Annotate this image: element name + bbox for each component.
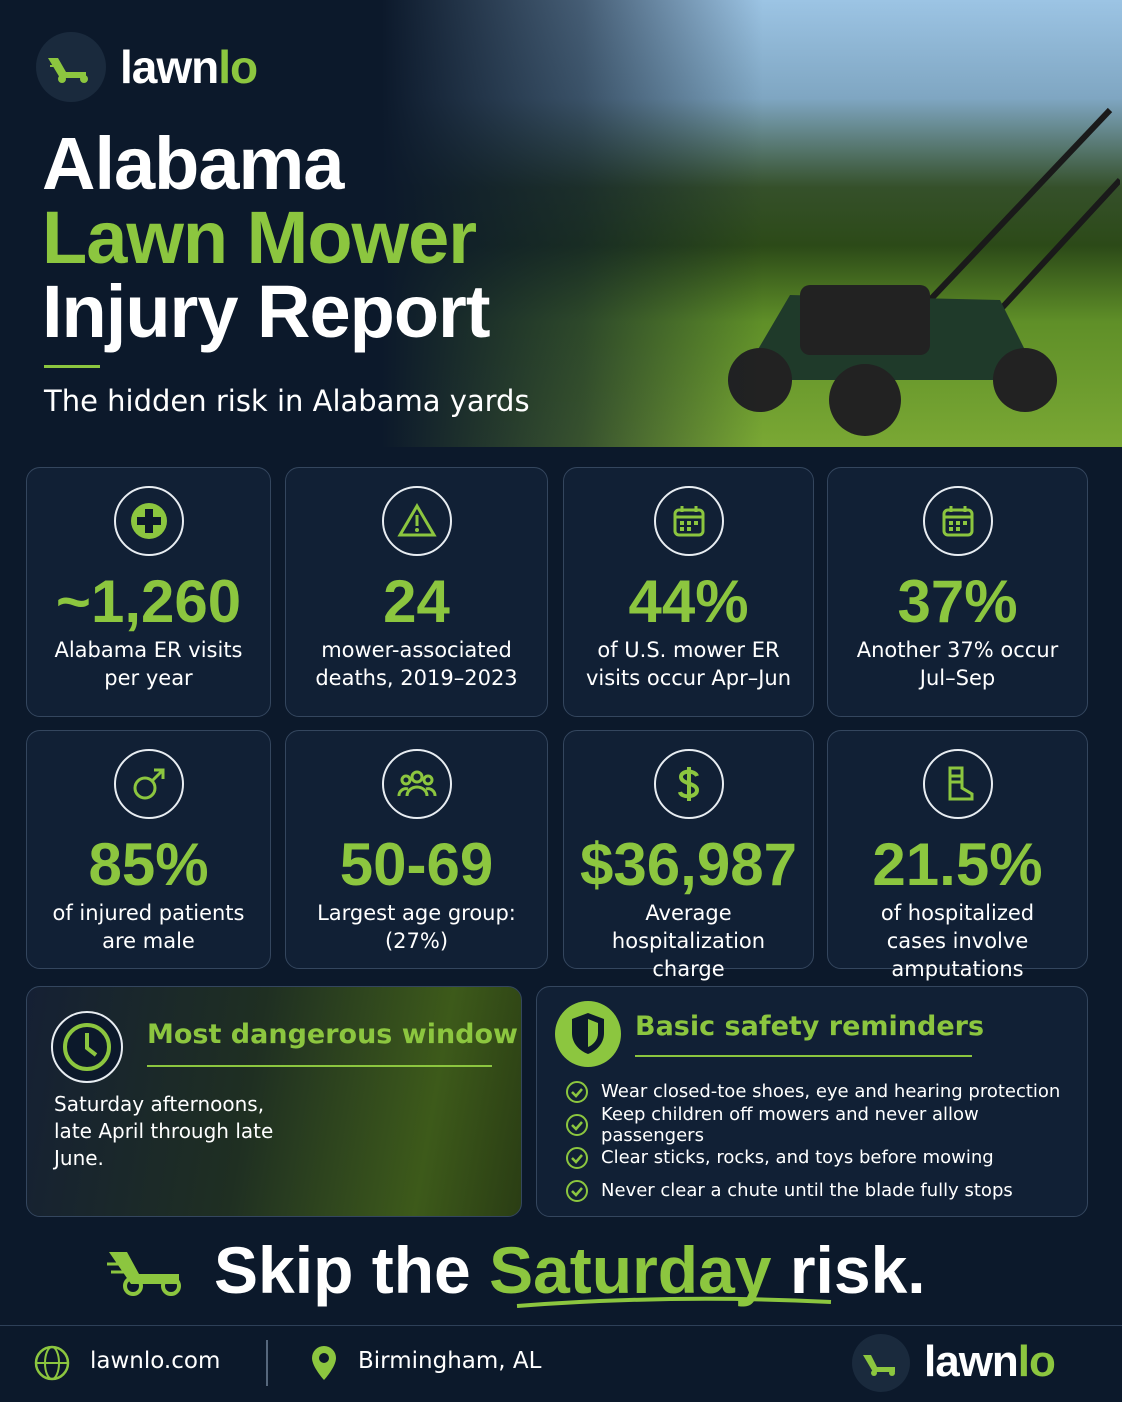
check-icon xyxy=(566,1179,588,1202)
subtitle: The hidden risk in Alabama yards xyxy=(44,384,530,418)
stat-card: 50-69 Largest age group: (27%) xyxy=(285,730,548,969)
safety-item: Keep children off mowers and never allow… xyxy=(565,1104,1087,1146)
footer-brand: lawnlo xyxy=(924,1337,1056,1387)
hero-overlay xyxy=(0,0,1122,447)
stat-value: $36,987 xyxy=(580,831,797,898)
brand-part: lo xyxy=(218,41,258,93)
footer-divider xyxy=(266,1340,268,1386)
check-icon xyxy=(566,1146,588,1169)
stat-card: ~1,260 Alabama ER visits per year xyxy=(26,467,271,717)
safety-text: Never clear a chute until the blade full… xyxy=(601,1180,1013,1201)
stat-label: of injured patients are male xyxy=(52,901,245,953)
stat-label: Average hospitalization charge xyxy=(611,901,766,981)
footer-logo-icon xyxy=(852,1334,910,1392)
stat-icon xyxy=(922,486,993,556)
icon-glyph xyxy=(397,770,436,797)
safety-card: Basic safety reminders Wear closed-toe s… xyxy=(536,986,1088,1217)
stat-icon xyxy=(113,749,184,819)
stat-icon xyxy=(113,486,184,556)
title-line: Injury Report xyxy=(42,270,490,353)
stat-value: ~1,260 xyxy=(55,568,242,635)
stat-value: 44% xyxy=(628,568,749,635)
tagline-part: Skip the xyxy=(214,1233,471,1307)
stat-label: mower-associated deaths, 2019–2023 xyxy=(315,638,518,690)
mower-icon xyxy=(863,1355,895,1376)
stat-icon xyxy=(381,749,452,819)
stat-card: $36,987 Average hospitalization charge xyxy=(563,730,814,981)
tagline-mower-icon xyxy=(107,1252,181,1296)
tagline: Skip the Saturday risk. xyxy=(214,1232,926,1308)
window-card: Most dangerous window Saturday afternoon… xyxy=(26,986,522,1217)
icon-glyph xyxy=(942,506,973,537)
window-text: Saturday afternoons, late April through … xyxy=(54,1092,274,1170)
icon-glyph xyxy=(130,503,167,539)
stat-card: 85% of injured patients are male xyxy=(26,730,271,969)
stat-label: Alabama ER visits per year xyxy=(54,638,243,690)
brand: lawnlo xyxy=(120,40,258,94)
icon-glyph xyxy=(677,767,699,801)
stat-value: 24 xyxy=(383,568,450,635)
brand-part: lawn xyxy=(120,41,219,93)
safety-text: Wear closed-toe shoes, eye and hearing p… xyxy=(601,1081,1061,1102)
stat-label: of U.S. mower ER visits occur Apr–Jun xyxy=(585,638,792,690)
check-icon xyxy=(566,1080,588,1103)
icon-glyph xyxy=(673,506,704,537)
icon-glyph xyxy=(396,503,437,537)
window-rule xyxy=(147,1065,492,1067)
safety-item: Clear sticks, rocks, and toys before mow… xyxy=(565,1141,1087,1174)
stat-label: Another 37% occur Jul–Sep xyxy=(856,638,1059,690)
logo-icon xyxy=(36,32,106,102)
stat-icon xyxy=(653,749,724,819)
tagline-swoosh xyxy=(516,1296,832,1308)
safety-item: Wear closed-toe shoes, eye and hearing p… xyxy=(565,1075,1087,1108)
clock-icon xyxy=(51,1011,123,1083)
window-title: Most dangerous window xyxy=(147,1019,518,1050)
stat-value: 85% xyxy=(88,831,209,898)
safety-list: Wear closed-toe shoes, eye and hearing p… xyxy=(565,1075,1087,1207)
website[interactable]: lawnlo.com xyxy=(90,1348,221,1374)
icon-glyph xyxy=(948,766,973,801)
tagline-highlight: Saturday xyxy=(489,1233,772,1307)
title-line: Alabama xyxy=(42,122,344,205)
stat-card: 44% of U.S. mower ER visits occur Apr–Jun xyxy=(563,467,814,717)
stat-value: 37% xyxy=(897,568,1018,635)
stat-label: of hospitalized cases involve amputation… xyxy=(880,901,1035,981)
location: Birmingham, AL xyxy=(358,1348,542,1374)
stat-card: 37% Another 37% occur Jul–Sep xyxy=(827,467,1088,717)
brand-part: lo xyxy=(1017,1337,1056,1386)
stat-value: 21.5% xyxy=(872,831,1043,898)
stat-icon xyxy=(653,486,724,556)
stat-card: 24 mower-associated deaths, 2019–2023 xyxy=(285,467,548,717)
globe-icon xyxy=(34,1345,70,1381)
check-icon xyxy=(566,1113,588,1136)
mower-icon xyxy=(48,58,88,83)
tagline-part: risk. xyxy=(789,1233,926,1307)
safety-item: Never clear a chute until the blade full… xyxy=(565,1174,1087,1207)
stat-icon xyxy=(381,486,452,556)
stat-label: Largest age group: (27%) xyxy=(317,901,516,953)
safety-text: Keep children off mowers and never allow… xyxy=(600,1103,979,1146)
title-rule xyxy=(44,365,100,368)
brand-part: lawn xyxy=(924,1337,1019,1386)
safety-rule xyxy=(635,1055,972,1057)
shield-icon xyxy=(555,1001,621,1067)
title-line: Lawn Mower xyxy=(42,196,477,279)
stat-card: 21.5% of hospitalized cases involve amput… xyxy=(827,730,1088,981)
stat-icon xyxy=(922,749,993,819)
pin-icon xyxy=(312,1346,336,1380)
stat-value: 50-69 xyxy=(339,831,494,898)
safety-text: Clear sticks, rocks, and toys before mow… xyxy=(601,1147,994,1168)
footer-rule xyxy=(0,1325,1122,1326)
safety-title: Basic safety reminders xyxy=(635,1011,985,1042)
icon-glyph xyxy=(133,768,164,800)
